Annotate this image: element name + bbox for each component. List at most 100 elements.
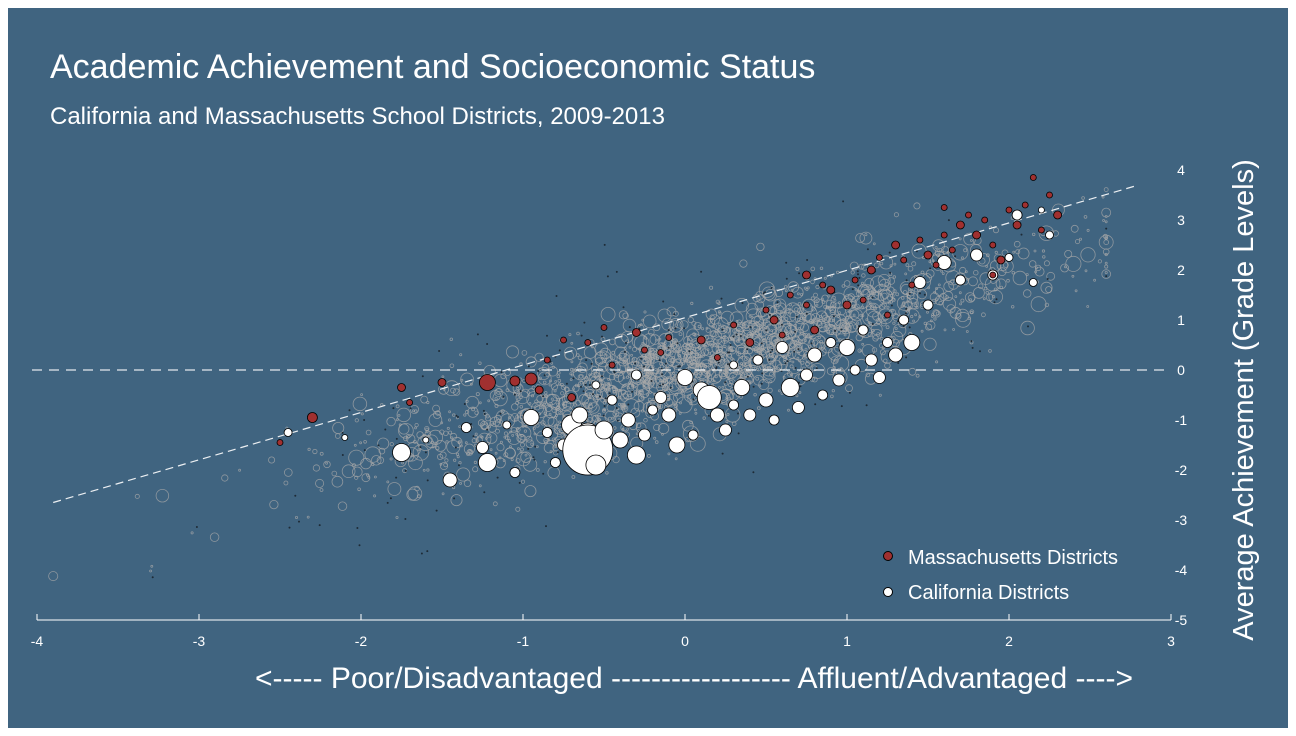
background-district-point [630,353,633,357]
background-district-point [894,326,898,330]
background-district-point [925,269,935,278]
background-district-dot [890,304,893,307]
background-district-point [584,385,595,396]
background-district-point [873,306,878,311]
background-district-point [960,298,965,303]
background-district-point [764,327,770,333]
background-district-point [756,366,762,372]
background-district-dot [720,297,723,300]
background-district-point [879,261,884,266]
background-district-point [432,404,441,413]
background-district-point [600,377,612,389]
background-district-point [544,391,548,395]
background-district-point [495,428,500,434]
background-district-dot [728,351,731,354]
background-district-point [879,292,883,296]
background-district-dot [752,471,755,474]
background-district-point [861,288,871,298]
background-district-dot [404,469,407,472]
background-district-point [728,346,737,355]
background-district-point [800,323,809,332]
x-tick-label: -3 [193,633,206,649]
background-district-point [531,385,536,390]
background-district-point [717,349,721,353]
background-district-dot [905,356,908,359]
background-district-dot [692,398,695,401]
background-district-point [395,515,399,519]
background-district-point [670,357,676,364]
background-district-point [985,290,990,295]
background-district-point [727,382,733,388]
california-point [661,407,677,423]
background-district-point [937,283,941,287]
background-district-dot [627,403,630,406]
background-district-point [548,383,552,387]
background-district-point [487,399,491,403]
background-district-point [797,351,801,355]
california-point [477,453,497,472]
background-district-point [732,328,738,334]
background-district-point [647,328,655,336]
background-district-point [829,301,837,309]
background-district-point [432,410,442,419]
background-district-dot [677,365,680,368]
california-point [283,428,293,437]
background-district-point [435,446,440,451]
background-district-point [221,474,229,482]
background-district-point [963,248,968,253]
background-district-point [354,475,359,480]
background-district-dot [572,377,575,380]
background-district-dot [897,362,900,364]
background-district-point [797,334,807,344]
massachusetts-point [932,261,940,269]
background-district-dot [582,390,585,393]
background-district-point [958,291,962,295]
background-district-point [594,342,608,357]
background-district-point [788,303,792,307]
background-district-point [319,451,324,456]
background-district-dot [395,437,398,440]
background-district-point [599,347,612,360]
background-district-point [612,426,617,430]
background-district-point [649,390,652,394]
background-district-dot [795,315,798,318]
background-district-point [460,372,474,387]
massachusetts-point [600,324,608,331]
background-district-dot [546,334,548,337]
background-district-point [725,392,730,397]
legend-massachusetts-label: Massachusetts Districts [908,547,1118,569]
background-district-point [754,348,757,352]
background-district-point [803,286,807,290]
background-district-point [630,407,641,418]
background-district-dot [519,390,522,393]
background-district-point [878,393,882,397]
background-district-point [800,360,805,365]
background-district-point [798,326,801,330]
background-district-dot [995,298,998,301]
background-district-point [625,339,629,344]
background-district-point [933,290,936,294]
background-district-point [749,334,754,339]
background-district-point [672,401,676,405]
background-district-point [690,342,706,359]
background-district-point [510,458,514,462]
background-district-point [570,341,574,345]
background-district-point [1086,228,1090,232]
background-district-point [1103,187,1109,193]
background-district-point [718,359,727,369]
background-district-dot [662,383,664,386]
background-district-point [549,450,553,454]
massachusetts-point [1021,201,1029,209]
background-district-point [880,337,884,341]
background-district-point [631,384,635,388]
background-district-point [508,445,512,449]
background-district-point [802,298,816,312]
background-district-point [643,418,648,423]
background-district-point [444,458,449,463]
background-district-point [397,413,401,417]
background-district-point [941,272,945,276]
background-district-point [588,402,600,414]
background-district-point [861,305,865,309]
background-district-dot [798,272,801,275]
background-district-dot [746,348,749,351]
